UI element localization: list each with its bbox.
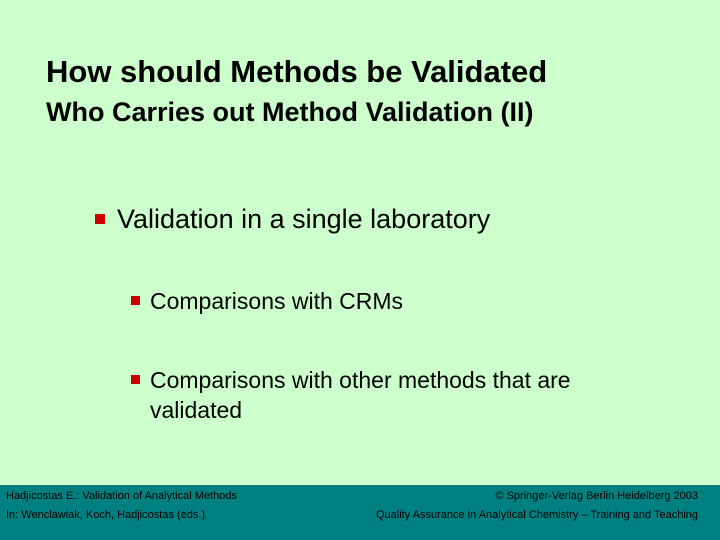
bullet-text: Validation in a single laboratory — [117, 204, 491, 234]
square-bullet-icon — [131, 375, 140, 385]
slide-title: How should Methods be Validated — [46, 54, 548, 89]
bullet-text-continuation: validated — [150, 397, 243, 423]
square-bullet-icon — [131, 296, 140, 306]
footer-copyright: © Springer-Verlag Berlin Heidelberg 2003 — [495, 490, 698, 502]
footer-book-title: Quality Assurance in Analytical Chemistr… — [375, 509, 698, 521]
footer-bar: Hadjicostas E.: Validation of Analytical… — [0, 485, 720, 540]
bullet-level2-crms: Comparisons with CRMs — [131, 288, 403, 315]
square-bullet-icon — [95, 213, 105, 224]
bullet-level2-other-methods: Comparisons with other methods that are … — [131, 365, 571, 425]
footer-citation-title: Hadjicostas E.: Validation of Analytical… — [6, 490, 237, 502]
slide-subtitle: Who Carries out Method Validation (II) — [46, 97, 534, 127]
bullet-level1: Validation in a single laboratory — [95, 204, 490, 235]
bullet-text: Comparisons with CRMs — [150, 288, 404, 314]
bullet-text: Comparisons with other methods that are — [150, 367, 571, 393]
footer-citation-editors: In: Wenclawiak, Koch, Hadjicostas (eds.) — [6, 509, 206, 521]
